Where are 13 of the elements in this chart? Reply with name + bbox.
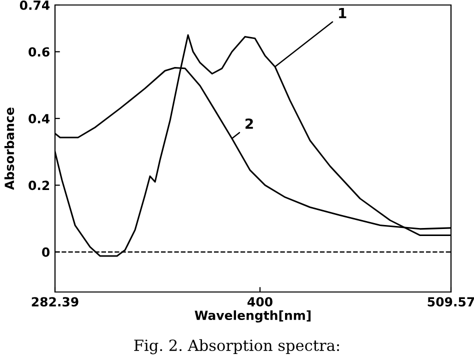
y-tick-label: 0.4 <box>28 114 50 124</box>
series-label: 2 <box>246 118 253 129</box>
x-tick-label: 282.39 <box>32 297 78 307</box>
x-tick-label: 509.57 <box>428 297 474 307</box>
x-tick-label: 400 <box>248 297 272 307</box>
x-axis-title: Wavelength[nm] <box>194 310 311 323</box>
text: 1 <box>339 8 346 18</box>
y-tick-label: 0.74 <box>20 0 50 10</box>
y-tick-label: 0.6 <box>28 47 50 57</box>
caption: Fig. 2. Absorption spectra: <box>134 339 340 354</box>
y-tick-label: 0.2 <box>28 180 50 190</box>
y-axis-title: Absorbance <box>4 108 14 190</box>
y-tick-label: 0 <box>42 247 50 257</box>
